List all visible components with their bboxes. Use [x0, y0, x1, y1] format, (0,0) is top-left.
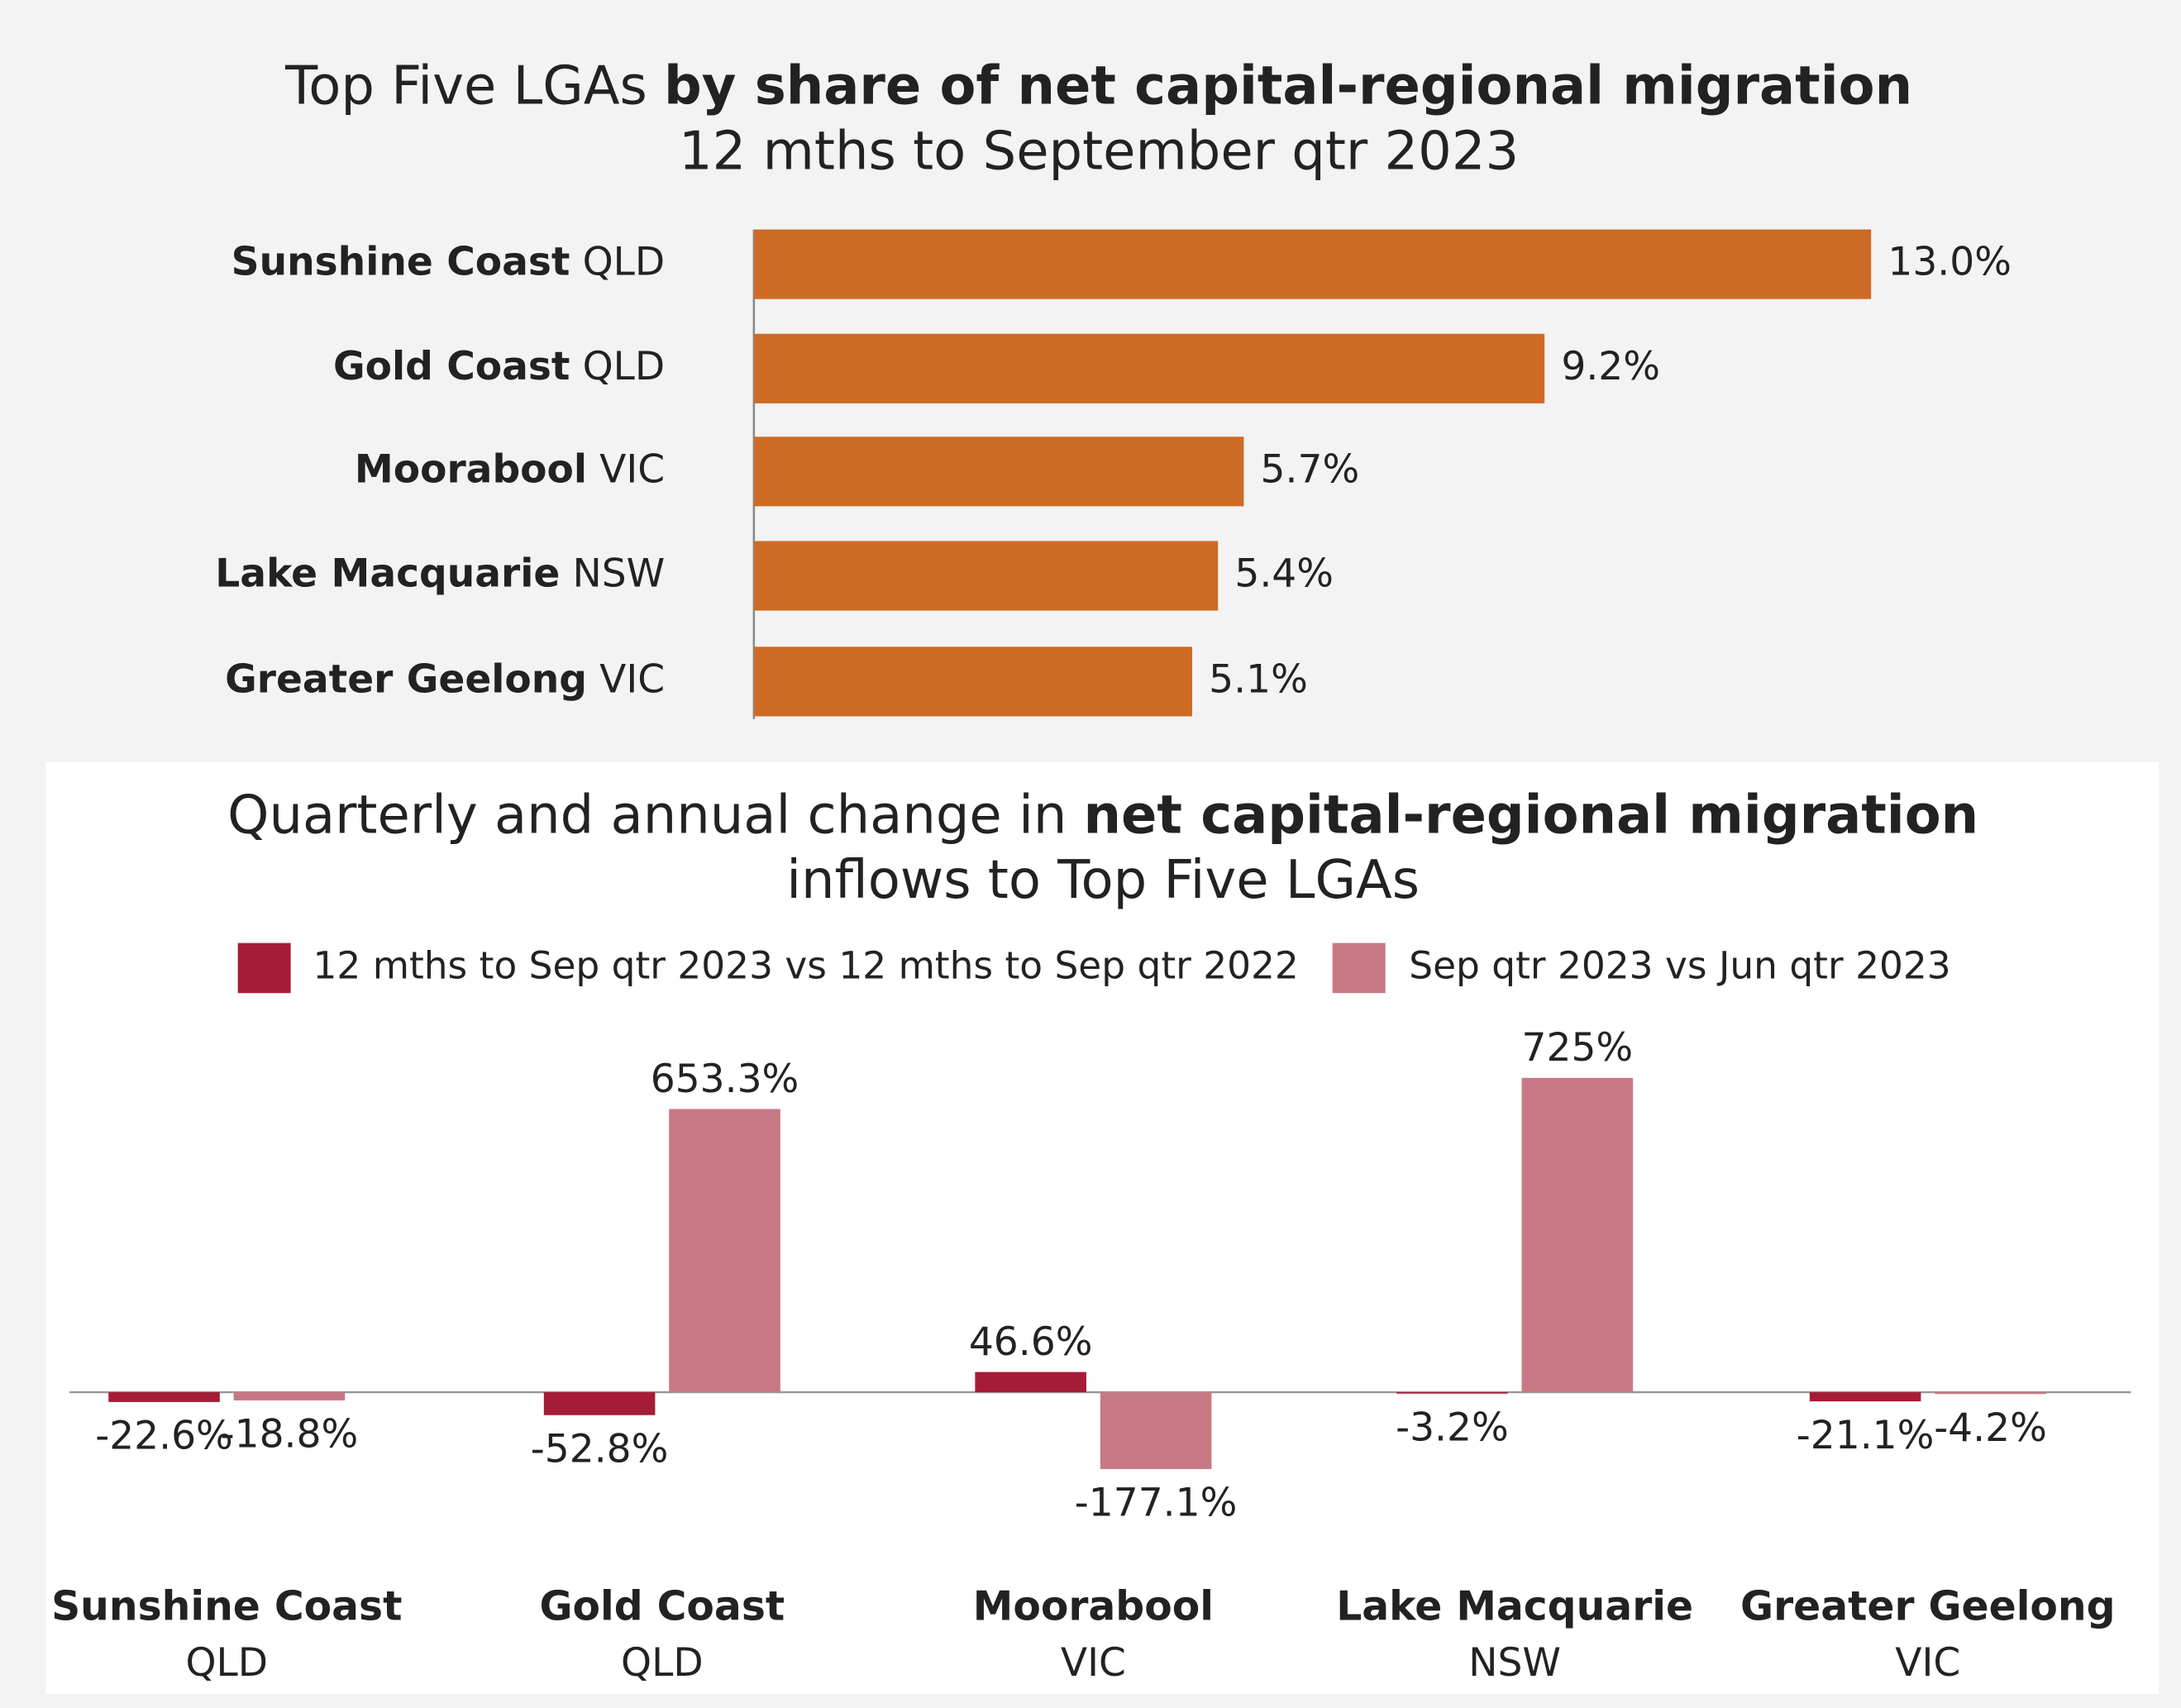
- category-name: Greater Geelong: [225, 656, 587, 702]
- bar: [753, 229, 1872, 299]
- bar: [1396, 1392, 1508, 1394]
- category-state: QLD: [583, 240, 666, 285]
- value-label: 9.2%: [1561, 344, 1660, 389]
- bar: [233, 1392, 346, 1400]
- chart-title: Top Five LGAs by share of net capital-reg…: [284, 55, 1912, 117]
- bar: [975, 1372, 1086, 1393]
- bar: [753, 541, 1219, 611]
- panel: [45, 761, 2160, 1695]
- legend-swatch: [237, 942, 291, 994]
- value-label: 725%: [1522, 1025, 1634, 1071]
- bar: [1100, 1392, 1212, 1469]
- value-label: -4.2%: [1934, 1405, 2047, 1451]
- value-label: -22.6%: [95, 1414, 233, 1459]
- value-label: 13.0%: [1887, 240, 2012, 285]
- category-name: Sunshine Coast: [231, 240, 570, 285]
- value-label: 5.7%: [1261, 446, 1360, 492]
- category-label: Greater Geelong: [1740, 1583, 2116, 1630]
- bar: [1521, 1077, 1634, 1393]
- category-label: Sunshine Coast: [51, 1583, 402, 1630]
- value-label: 5.1%: [1209, 656, 1308, 702]
- bar: [1935, 1392, 2046, 1395]
- category-label: Gold Coast QLD: [333, 344, 665, 389]
- legend-label: 12 mths to Sep qtr 2023 vs 12 mths to Se…: [313, 943, 1299, 987]
- category-label: Moorabool: [973, 1583, 1214, 1630]
- chart-subtitle: inflows to Top Five LGAs: [786, 850, 1420, 911]
- category-state: NSW: [572, 551, 665, 597]
- value-label: 653.3%: [651, 1057, 799, 1102]
- bar: [753, 646, 1192, 717]
- legend-label: Sep qtr 2023 vs Jun qtr 2023: [1409, 943, 1950, 987]
- category-state: VIC: [1895, 1640, 1960, 1686]
- category-state: QLD: [621, 1640, 704, 1686]
- category-state: VIC: [1061, 1640, 1126, 1686]
- title-part: Quarterly and annual change in: [227, 785, 1067, 846]
- title-part: Top Five LGAs: [284, 55, 647, 117]
- bar: [669, 1109, 780, 1393]
- category-state: QLD: [185, 1640, 268, 1686]
- chart-title: Quarterly and annual change in net capita…: [227, 785, 1978, 846]
- category-label: Lake Macquarie: [1336, 1583, 1693, 1630]
- bar: [753, 437, 1244, 507]
- value-label: -52.8%: [531, 1426, 669, 1472]
- category-name: Gold Coast: [333, 344, 570, 389]
- chart-subtitle: 12 mths to September qtr 2023: [679, 121, 1519, 182]
- category-label: Moorabool VIC: [355, 446, 665, 492]
- category-label: Gold Coast: [539, 1583, 785, 1630]
- category-state: QLD: [583, 344, 666, 389]
- legend-swatch: [1332, 942, 1386, 994]
- value-label: -21.1%: [1797, 1413, 1935, 1458]
- category-state: NSW: [1468, 1640, 1561, 1686]
- value-label: 5.4%: [1234, 551, 1334, 597]
- category-name: Moorabool: [355, 446, 587, 492]
- category-label: Lake Macquarie NSW: [215, 551, 665, 597]
- category-label: Greater Geelong VIC: [225, 656, 665, 702]
- category-state: VIC: [599, 656, 665, 702]
- category-state: VIC: [599, 446, 665, 492]
- bar: [543, 1392, 656, 1415]
- value-label: -18.8%: [221, 1412, 359, 1458]
- bar: [753, 333, 1545, 403]
- title-part: net capital-regional migration: [1084, 785, 1979, 846]
- value-label: -3.2%: [1396, 1405, 1509, 1450]
- category-label: Sunshine Coast QLD: [231, 240, 666, 285]
- value-label: -177.1%: [1075, 1481, 1238, 1526]
- bar: [108, 1392, 220, 1402]
- bar: [1809, 1392, 1921, 1402]
- value-label: 46.6%: [969, 1319, 1093, 1365]
- title-part: by share of net capital-regional migrati…: [664, 55, 1912, 117]
- category-name: Lake Macquarie: [215, 551, 560, 597]
